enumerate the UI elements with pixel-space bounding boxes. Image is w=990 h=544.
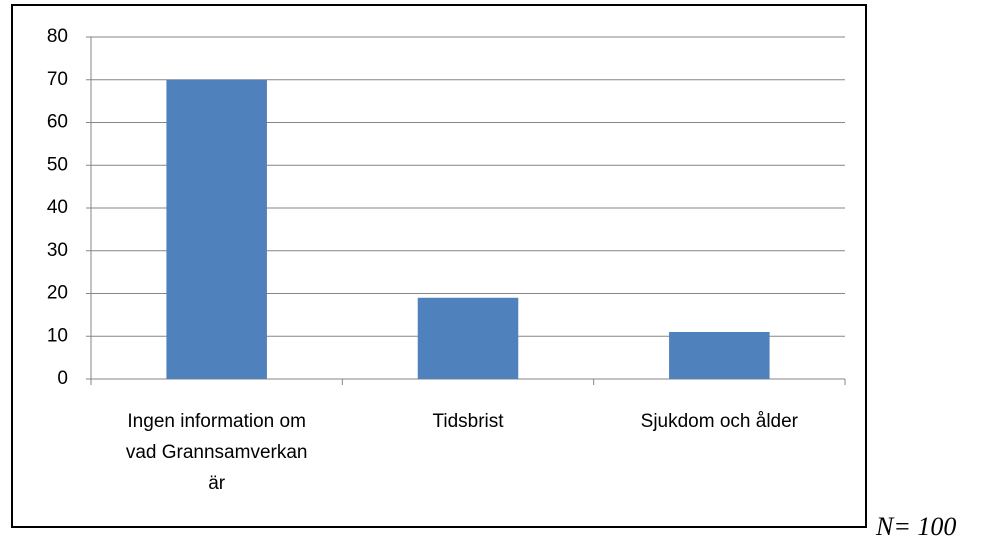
bar — [166, 79, 267, 379]
chart-frame — [11, 4, 867, 528]
x-tick-label: Sjukdom och ålder — [640, 411, 799, 432]
annotation: N= 100 — [876, 512, 957, 541]
y-tick-label: 10 — [47, 325, 68, 346]
y-tick-label: 40 — [47, 197, 68, 218]
y-tick-label: 20 — [47, 283, 68, 304]
bar — [417, 297, 519, 379]
y-tick-label: 80 — [47, 26, 68, 47]
bar — [669, 331, 770, 379]
y-tick-label: 0 — [57, 368, 68, 389]
x-tick-label: Ingen information om vad Grannsamverkan … — [125, 411, 308, 494]
y-tick-label: 60 — [47, 112, 68, 133]
y-tick-label: 30 — [47, 240, 68, 261]
y-tick-label: 50 — [47, 154, 68, 175]
y-tick-label: 70 — [47, 69, 68, 90]
x-tick-label: Tidsbrist — [432, 411, 504, 432]
